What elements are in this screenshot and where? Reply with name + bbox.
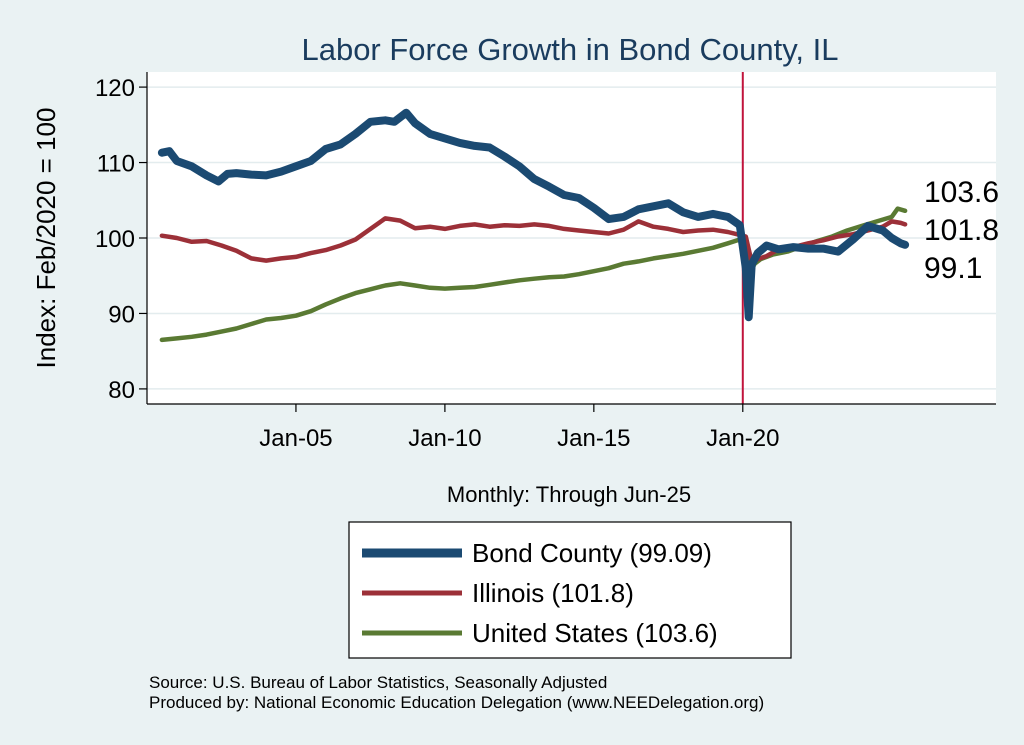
end-label-us: 103.6 <box>924 176 999 209</box>
x-tick-label: Jan-15 <box>557 425 630 452</box>
chart-title: Labor Force Growth in Bond County, IL <box>301 32 838 67</box>
x-ticks: Jan-05 Jan-10 Jan-15 Jan-20 <box>259 404 779 452</box>
y-tick-label: 100 <box>95 226 135 253</box>
y-ticks: 80 90 100 110 120 <box>95 75 147 404</box>
legend-label-bond-county: Bond County (99.09) <box>472 538 712 568</box>
x-tick-label: Jan-20 <box>706 425 779 452</box>
y-tick-label: 90 <box>108 301 135 328</box>
y-tick-label: 110 <box>97 151 135 178</box>
series-line-bond-county <box>157 108 910 322</box>
x-axis-label: Monthly: Through Jun-25 <box>447 482 691 507</box>
x-tick-label: Jan-10 <box>408 425 481 452</box>
legend: Bond County (99.09) Illinois (101.8) Uni… <box>348 521 792 659</box>
y-tick-label: 120 <box>95 75 135 102</box>
end-label-bond-county: 99.1 <box>924 252 982 285</box>
end-label-illinois: 101.8 <box>924 214 999 247</box>
legend-label-us: United States (103.6) <box>472 618 718 648</box>
x-tick-label: Jan-05 <box>259 425 332 452</box>
y-tick-label: 80 <box>108 377 135 404</box>
series-layer <box>157 108 910 343</box>
producer-note: Produced by: National Economic Education… <box>149 693 765 712</box>
legend-label-illinois: Illinois (101.8) <box>472 578 634 608</box>
source-note: Source: U.S. Bureau of Labor Statistics,… <box>149 673 608 692</box>
y-axis-label: Index: Feb/2020 = 100 <box>31 108 61 369</box>
